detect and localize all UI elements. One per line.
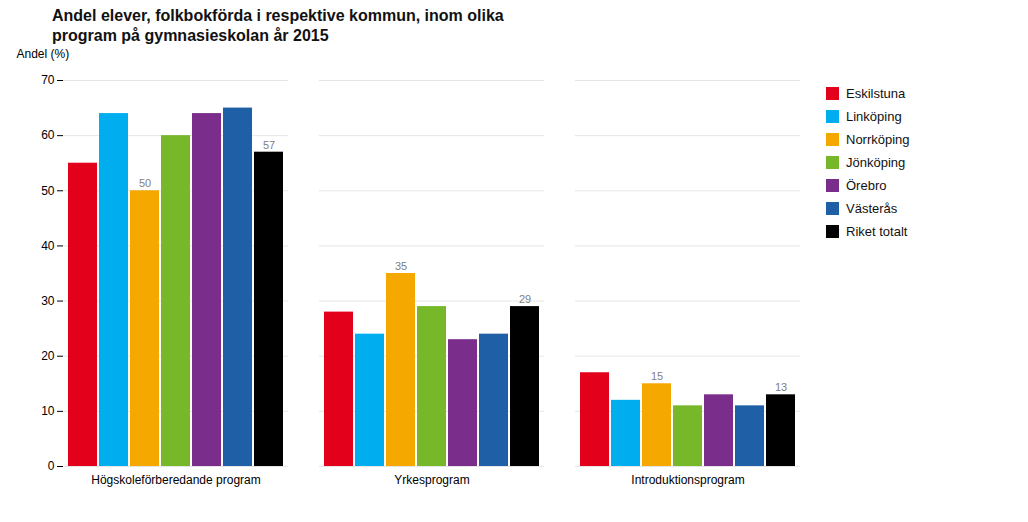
- svg-text:30: 30: [41, 294, 55, 308]
- svg-text:70: 70: [41, 73, 55, 87]
- html-text:Andel elever, folkbokförda i r: Andel elever, folkbokförda i respektive …: [52, 7, 504, 44]
- html-text:Jönköping: Jönköping: [846, 155, 906, 170]
- svg-text:60: 60: [41, 128, 55, 142]
- html-text:Linköping: Linköping: [846, 109, 902, 124]
- html-text:Riket totalt: Riket totalt: [846, 224, 908, 239]
- svg-text:20: 20: [41, 349, 55, 363]
- svg-text:15: 15: [651, 370, 663, 382]
- svg-text:57: 57: [263, 139, 275, 151]
- svg-text:10: 10: [41, 404, 55, 418]
- svg-text:Andel (%): Andel (%): [17, 47, 70, 61]
- html-text:Eskilstuna: Eskilstuna: [846, 86, 906, 101]
- html-text:Västerås: Västerås: [846, 201, 898, 216]
- svg-text:29: 29: [519, 293, 531, 305]
- svg-text:Högskoleförberedande program: Högskoleförberedande program: [91, 473, 260, 487]
- svg-text:13: 13: [775, 381, 787, 393]
- svg-text:Introduktionsprogram: Introduktionsprogram: [631, 473, 744, 487]
- svg-text:50: 50: [41, 184, 55, 198]
- html-text:Örebro: Örebro: [846, 178, 887, 193]
- svg-text:Yrkesprogram: Yrkesprogram: [394, 473, 469, 487]
- svg-text:40: 40: [41, 239, 55, 253]
- html-text:Norrköping: Norrköping: [846, 132, 910, 147]
- svg-text:35: 35: [395, 260, 407, 272]
- svg-text:50: 50: [139, 177, 151, 189]
- svg-text:0: 0: [48, 459, 55, 473]
